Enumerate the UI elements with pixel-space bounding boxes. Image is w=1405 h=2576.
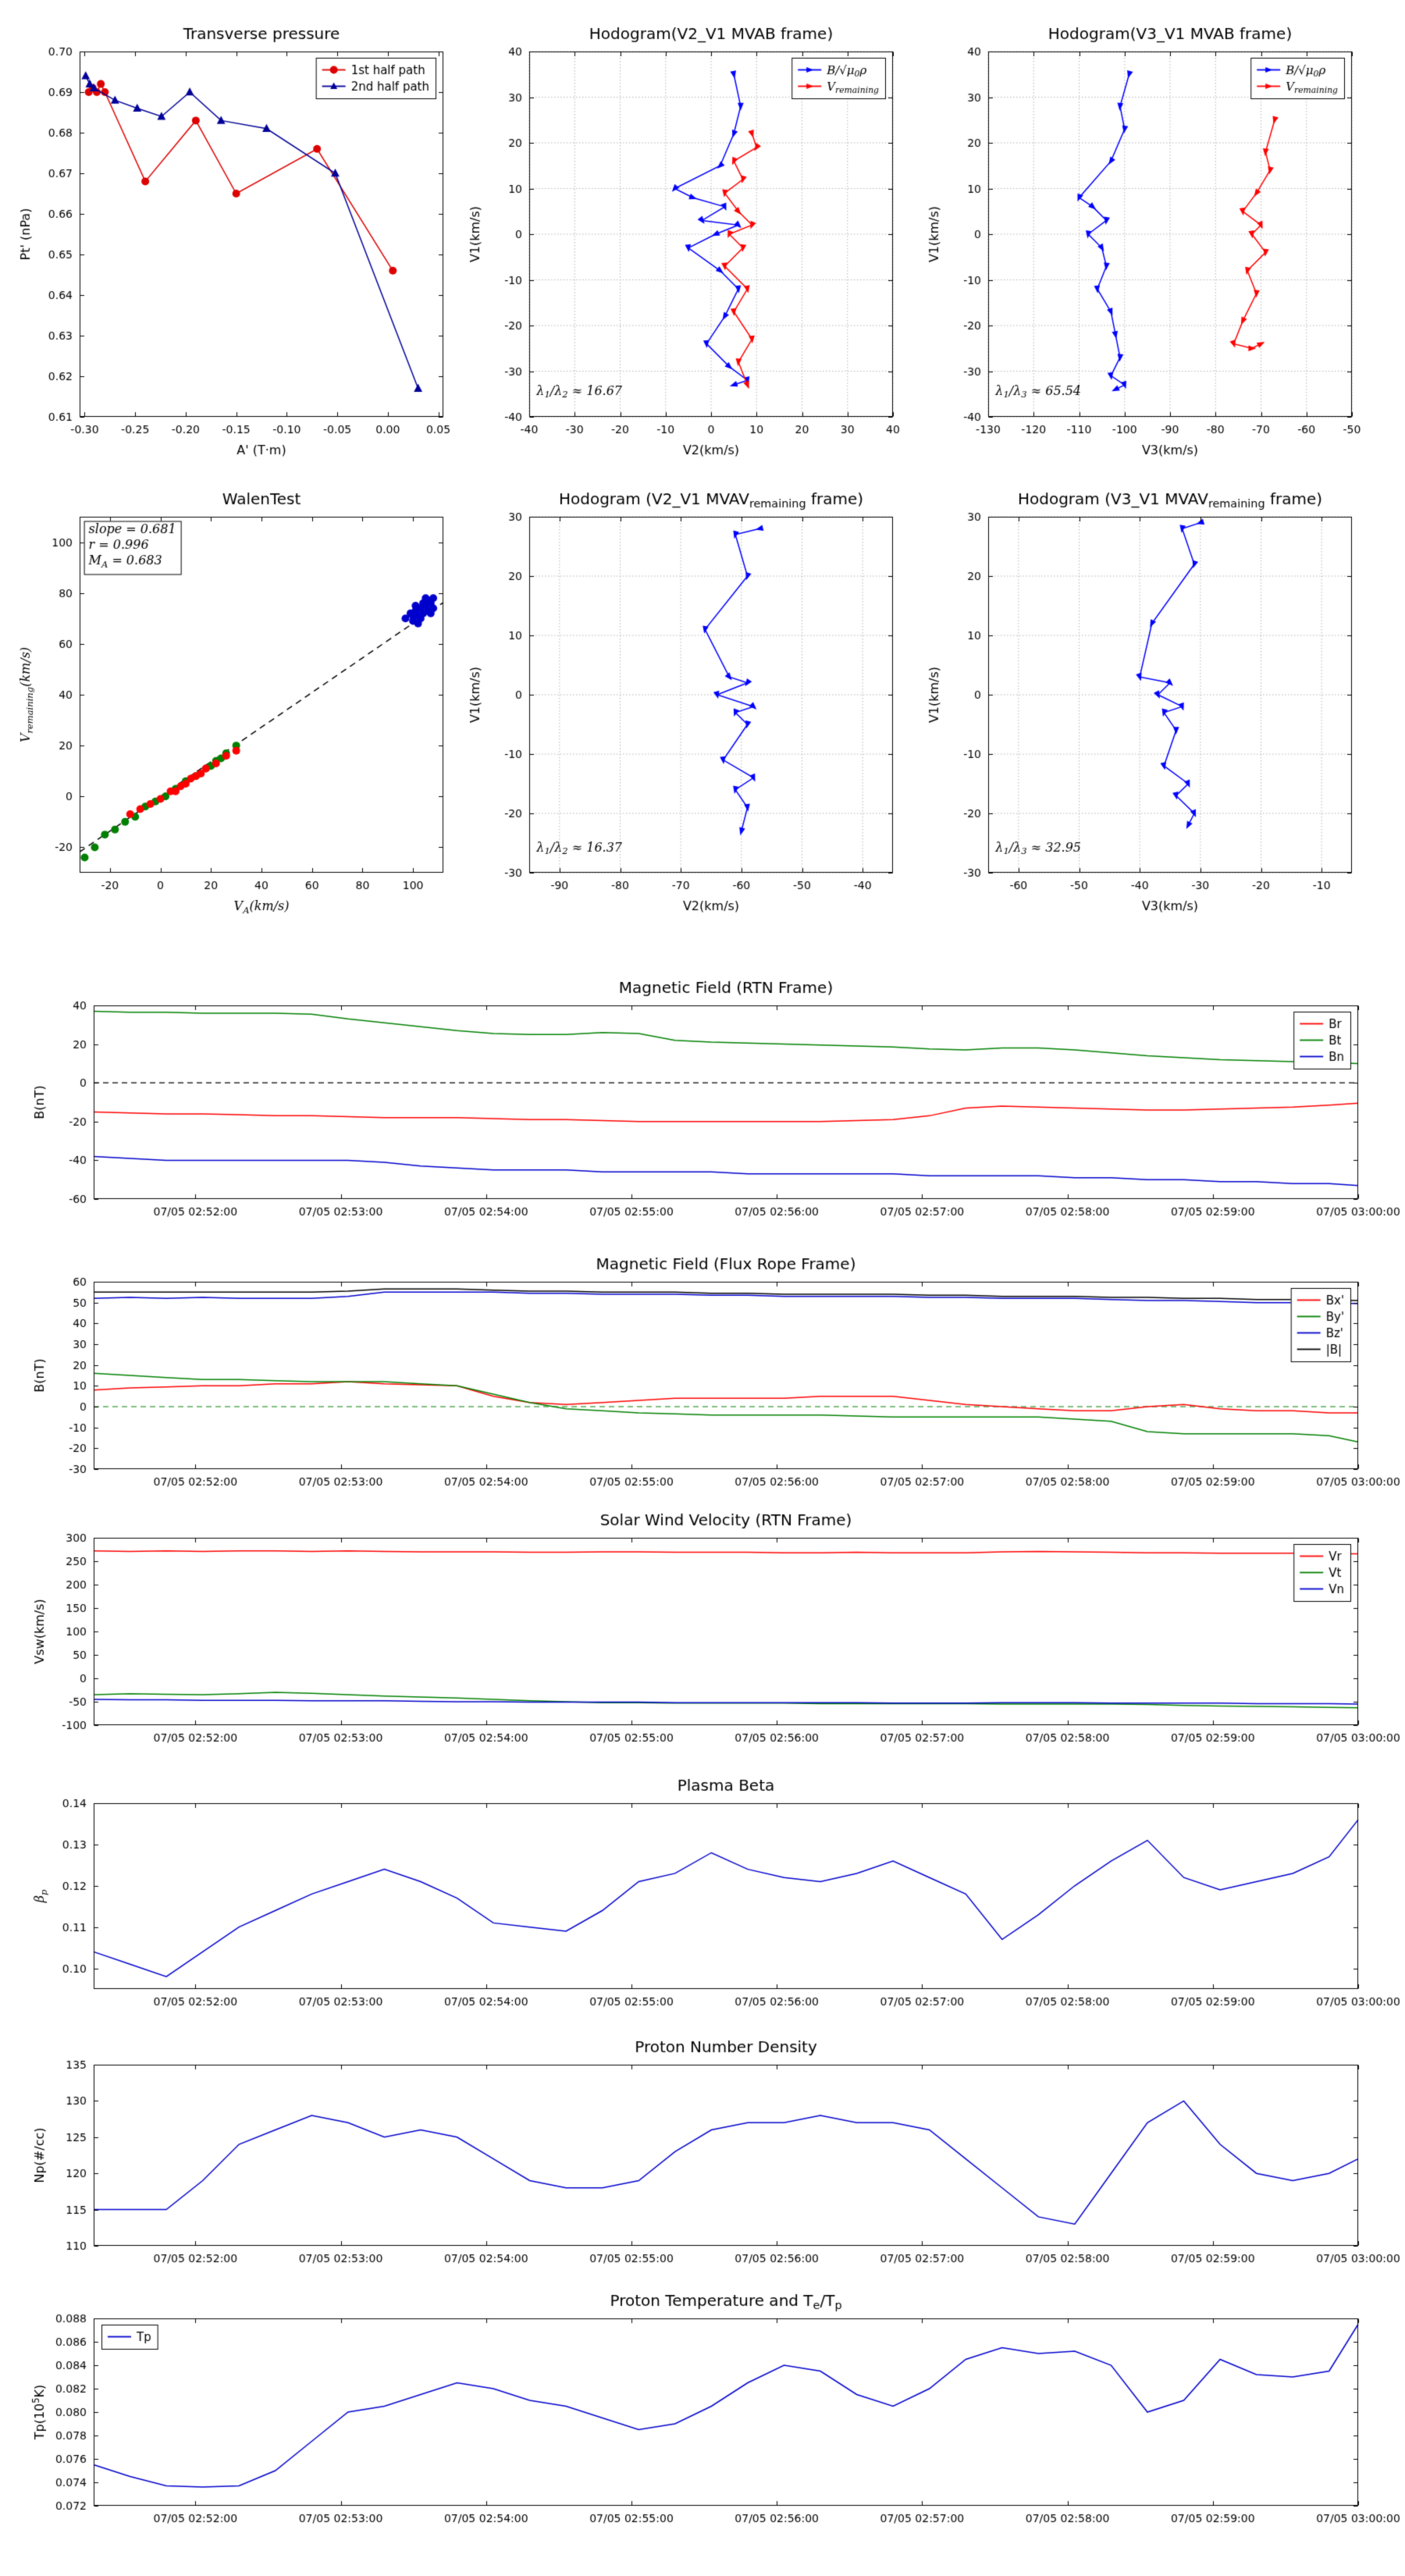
chart-hodogram-v3v1-mvab [910, 11, 1397, 465]
chart-canvas-walen-test [2, 476, 489, 921]
chart-canvas-hodogram-v3v1-mvab [910, 11, 1397, 465]
chart-canvas-transverse-pressure [2, 11, 489, 465]
chart-hodogram-v2v1-mvav [451, 476, 938, 921]
chart-plasma-beta [16, 1763, 1403, 2037]
chart-canvas-proton-density [16, 2024, 1403, 2294]
chart-proton-temp [16, 2278, 1403, 2554]
chart-hodogram-v3v1-mvav [910, 476, 1397, 921]
chart-canvas-b-fluxrope [16, 1241, 1403, 1517]
chart-canvas-hodogram-v2v1-mvav [451, 476, 938, 921]
chart-proton-density [16, 2024, 1403, 2294]
chart-canvas-proton-temp [16, 2278, 1403, 2554]
chart-b-rtn [16, 965, 1403, 1247]
chart-hodogram-v2v1-mvab [451, 11, 938, 465]
chart-canvas-hodogram-v3v1-mvav [910, 476, 1397, 921]
chart-vsw-rtn [16, 1497, 1403, 1774]
chart-transverse-pressure [2, 11, 489, 465]
chart-b-fluxrope [16, 1241, 1403, 1517]
chart-canvas-plasma-beta [16, 1763, 1403, 2037]
chart-canvas-b-rtn [16, 965, 1403, 1247]
chart-walen-test [2, 476, 489, 921]
chart-canvas-vsw-rtn [16, 1497, 1403, 1774]
chart-canvas-hodogram-v2v1-mvab [451, 11, 938, 465]
